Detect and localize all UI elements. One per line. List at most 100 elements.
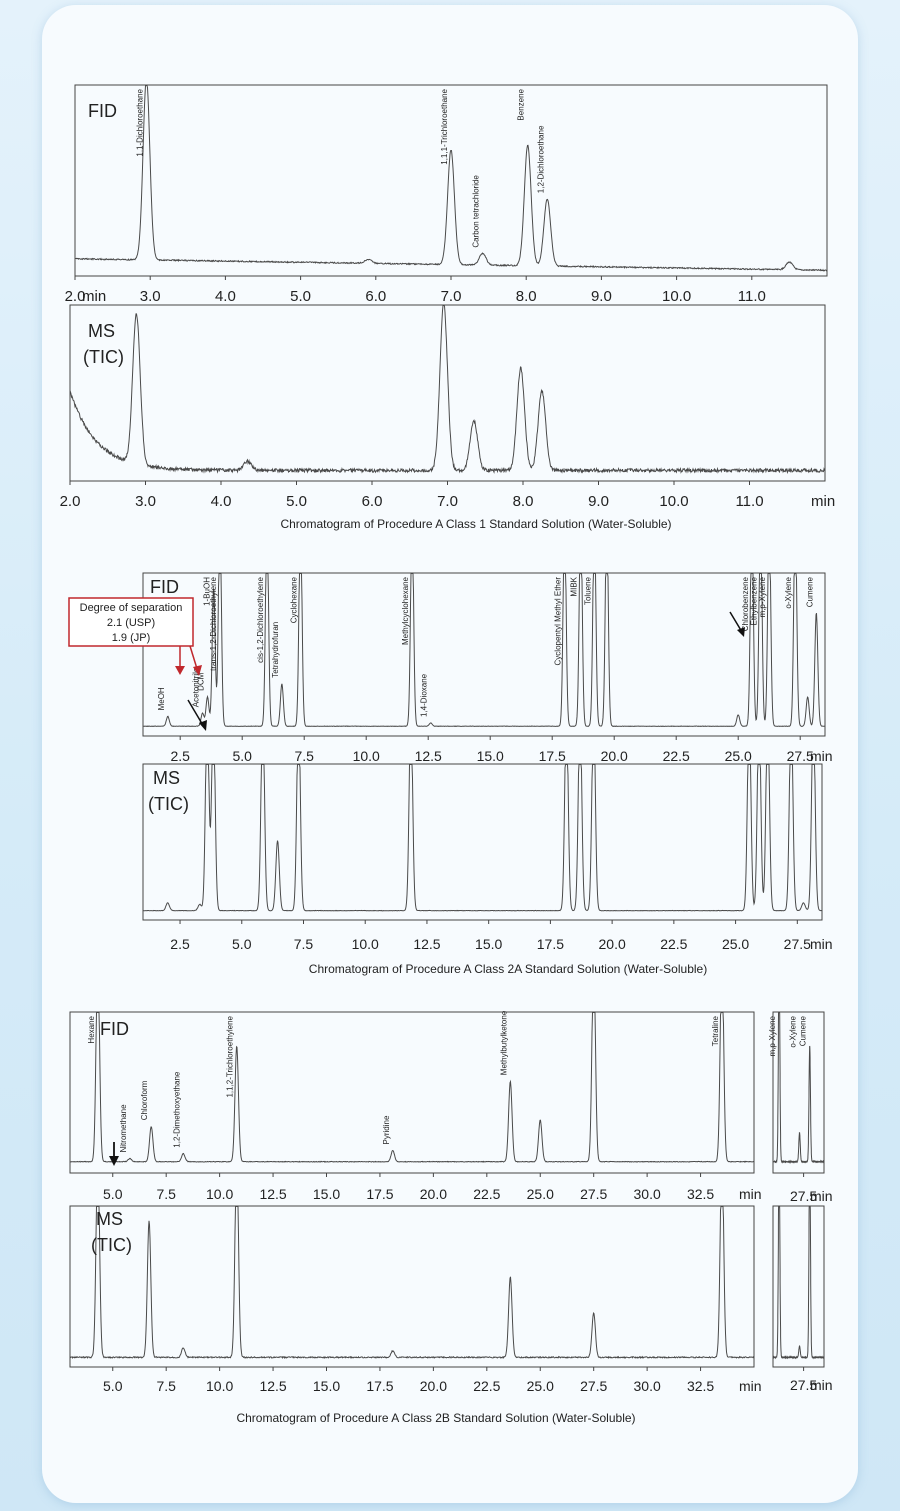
x-tick-label: 7.5	[294, 936, 314, 952]
x-tick-label: 25.0	[527, 1186, 554, 1202]
chromatogram-trace	[74, 85, 828, 272]
chromatogram-panel-7: 5.0 7.5 10.0 12.5 15.0 17.5 20.0 22.5 25.0 27.5 30…	[69, 1205, 762, 1425]
x-tick-label: 20.0	[599, 936, 626, 952]
chromatogram-trace	[142, 764, 823, 912]
x-tick-label: 6.0	[365, 288, 386, 305]
x-tick-label: 10.0	[659, 493, 688, 510]
x-tick-label: 9.0	[588, 493, 609, 510]
x-tick-label: 12.5	[259, 1186, 286, 1202]
plot-frame	[772, 1011, 825, 1174]
detector-label: (TIC)	[91, 1235, 132, 1255]
x-tick-label: 30.0	[634, 1378, 661, 1394]
x-tick-label: 17.5	[537, 936, 564, 952]
peak-label-tetraline: Tetraline	[711, 1015, 720, 1046]
peak-label-pyridine: Pyridine	[382, 1115, 391, 1144]
chromatogram-caption: Chromatogram of Procedure A Class 1 Stan…	[280, 517, 671, 531]
x-tick-label: 10.0	[352, 936, 379, 952]
x-unit-label: min	[739, 1378, 762, 1394]
plot-frame	[74, 84, 828, 277]
peak-label-cyclohexane: Cyclohexane	[290, 576, 299, 623]
x-tick-label: 12.5	[415, 748, 442, 764]
x-unit-label: min	[810, 1188, 833, 1204]
plot-frame	[69, 304, 826, 482]
x-tick-label: 7.5	[156, 1186, 176, 1202]
x-tick-label: 17.5	[366, 1378, 393, 1394]
x-tick-label: 27.5	[787, 748, 814, 764]
peak-label-1-1-1-trichloroethane: 1,1,1-Trichloroethane	[440, 88, 449, 164]
arrow-head-icon	[737, 627, 745, 637]
x-tick-label: 12.5	[413, 936, 440, 952]
x-unit-label: min	[811, 493, 835, 510]
plot-frame	[142, 763, 823, 921]
x-tick-label: 20.0	[601, 748, 628, 764]
peak-label-tetrahydrofuran: Tetrahydrofuran	[271, 622, 280, 678]
x-tick-label: 27.5	[790, 1188, 817, 1204]
peak-label-meoh: MeOH	[157, 687, 166, 710]
x-tick-label: 22.5	[473, 1378, 500, 1394]
x-unit-label: min	[810, 936, 833, 952]
peak-label-1-1-2-trichloroethylene: 1,1,2-Trichloroethylene	[226, 1015, 235, 1097]
peak-label-chlorobenzene: Chlorobenzene	[741, 576, 750, 631]
x-tick-label: 7.0	[437, 493, 458, 510]
x-tick-label: 12.5	[259, 1378, 286, 1394]
peak-label-cumene: Cumene	[805, 576, 814, 607]
peak-label-benzene: Benzene	[517, 88, 526, 120]
peak-label-nitromethane: Nitromethane	[119, 1104, 128, 1153]
peak-label-1-1-dichloroethane: 1,1-Dichloroethane	[135, 88, 144, 156]
peak-label-toluene: Toluene	[583, 576, 592, 605]
x-tick-label: 20.0	[420, 1186, 447, 1202]
chromatogram-panel-5: 5.0 7.5 10.0 12.5 15.0 17.5 20.0 22.5 25.0 27.5 30…	[69, 1010, 762, 1202]
x-tick-label: 17.5	[366, 1186, 393, 1202]
arrow-head-icon	[193, 665, 202, 676]
x-tick-label: 4.0	[211, 493, 232, 510]
peak-label-mibk: MIBK	[570, 576, 579, 596]
peak-label-acetonitrile: Acetonitrile	[192, 667, 201, 707]
x-tick-label: 8.0	[513, 493, 534, 510]
annotation-title: Degree of separation	[80, 602, 183, 614]
x-tick-label: 5.0	[103, 1378, 123, 1394]
x-tick-label: 10.0	[206, 1378, 233, 1394]
peak-label-methylcyclohexane: Methylcyclohexane	[401, 576, 410, 645]
x-tick-label: 9.0	[591, 288, 612, 305]
x-tick-label: 10.0	[662, 288, 691, 305]
peak-label-methylbutylketone: Methylbutylketone	[499, 1010, 508, 1075]
chromatogram-trace	[772, 1012, 825, 1164]
chromatogram-panel-3: 2.5 5.0 7.5 10.0 12.5 15.0 17.5 20.0 22.5 25.0 27.…	[68, 572, 833, 764]
x-unit-label: min	[810, 1377, 833, 1393]
x-tick-label: 32.5	[687, 1186, 714, 1202]
peak-label-1-buoh: 1-BuOH	[203, 577, 212, 606]
peak-label-cyclopentyl-methyl-ether: Cyclopentyl Methyl Ether	[554, 577, 563, 666]
x-unit-label: min	[739, 1186, 762, 1202]
x-tick-label: 27.5	[784, 936, 811, 952]
x-tick-label: 10.0	[206, 1186, 233, 1202]
plot-frame	[772, 1205, 825, 1368]
x-tick-label: 6.0	[362, 493, 383, 510]
detector-label: (TIC)	[148, 794, 189, 814]
x-tick-label: 4.0	[215, 288, 236, 305]
detector-label: FID	[88, 101, 117, 121]
peak-label-1-2-dichloroethane: 1,2-Dichloroethane	[536, 125, 545, 193]
peak-label-trans-1-2-dichloroethylene: trans-1,2-Dichloroethylene	[209, 576, 218, 670]
plot-frame	[142, 572, 826, 737]
annotation-value: 2.1 (USP)	[107, 617, 155, 629]
detector-label: FID	[100, 1019, 129, 1039]
peak-label-cumene: Cumene	[799, 1015, 808, 1046]
x-tick-label: 11.0	[735, 493, 763, 510]
chromatogram-panel-2: 2.0 3.0 4.0 5.0 6.0 7.0 8.0 9.0 10.0 11.0 min MS (TI…	[60, 304, 835, 531]
peak-label-ethylbenzene: Ethylbenzene	[750, 576, 759, 625]
chromatogram-trace	[69, 305, 826, 475]
chromatogram-panel-1: 2.0 3.0 4.0 5.0 6.0 7.0 8.0 9.0 10.0 11.0 min FID 1,…	[65, 84, 828, 305]
x-tick-label: 5.0	[232, 748, 252, 764]
x-tick-label: 7.5	[294, 748, 314, 764]
x-tick-label: 15.0	[475, 936, 502, 952]
x-tick-label: 5.0	[290, 288, 311, 305]
detector-label: MS	[88, 321, 115, 341]
pointer-arrows	[109, 611, 745, 1166]
x-tick-label: 11.0	[738, 288, 766, 305]
annotation-box	[68, 597, 194, 647]
x-tick-label: 27.5	[790, 1377, 817, 1393]
peak-label-cis-1-2-dichloroethylene: cis-1,2-Dichloroethylene	[256, 576, 265, 662]
